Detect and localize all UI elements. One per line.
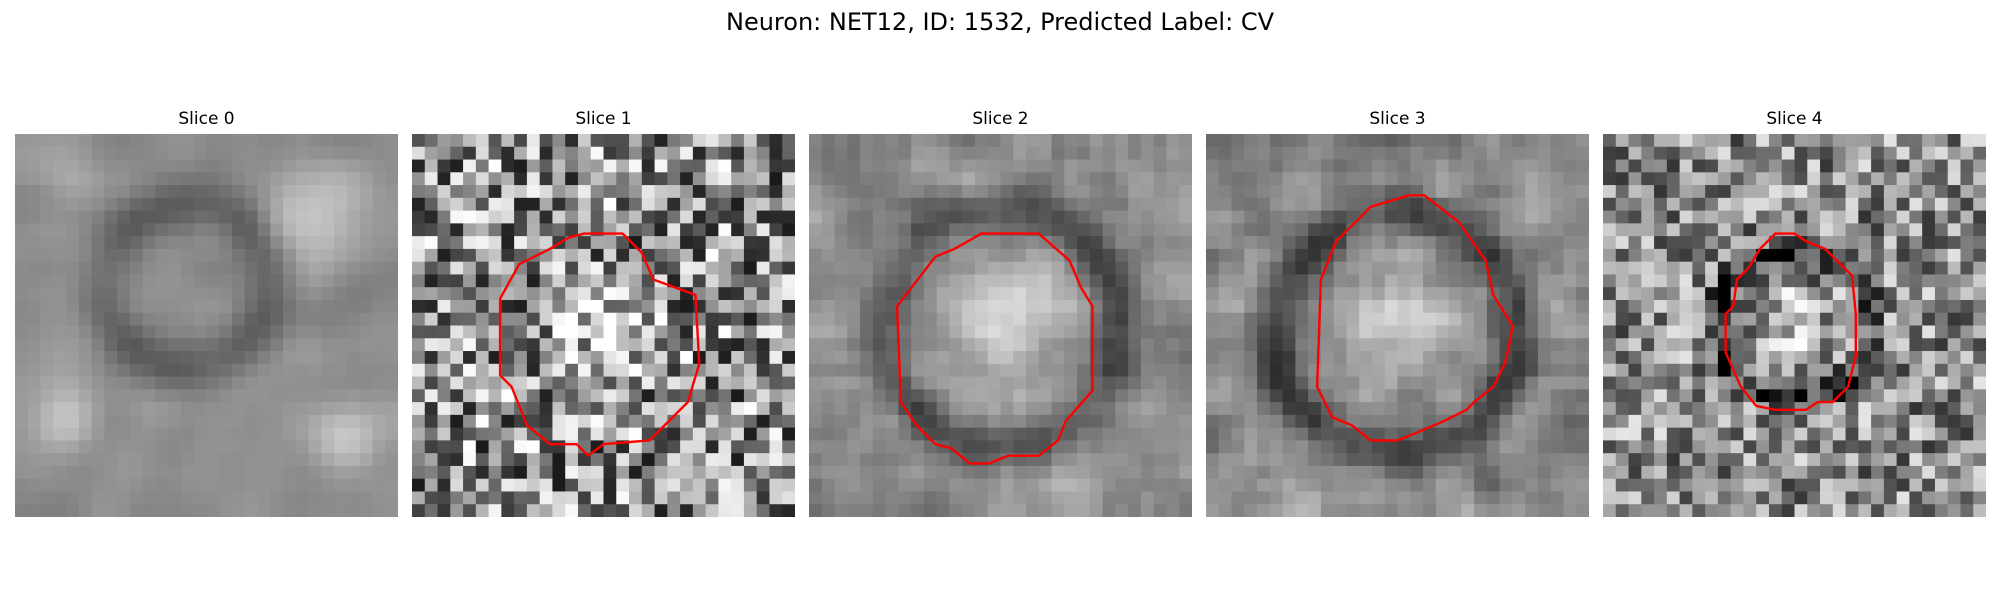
slice-panel-0: Slice 0 bbox=[15, 108, 398, 517]
slice-panel-3: Slice 3 bbox=[1206, 108, 1589, 517]
slice-panel-2: Slice 2 bbox=[809, 108, 1192, 517]
slice-image bbox=[15, 134, 398, 517]
slice-title: Slice 3 bbox=[1369, 109, 1426, 129]
segmentation-outline bbox=[895, 232, 1094, 465]
slice-image bbox=[809, 134, 1192, 517]
segmentation-outline bbox=[498, 232, 701, 457]
slice-panel-4: Slice 4 bbox=[1603, 108, 1986, 517]
slice-image bbox=[1206, 134, 1589, 517]
slice-title: Slice 1 bbox=[575, 109, 632, 129]
segmentation-outline bbox=[1315, 194, 1514, 442]
slice-title: Slice 0 bbox=[178, 109, 235, 129]
slice-title: Slice 2 bbox=[972, 109, 1029, 129]
segmentation-outline bbox=[1724, 232, 1858, 411]
figure-title: Neuron: NET12, ID: 1532, Predicted Label… bbox=[726, 8, 1274, 36]
slice-title: Slice 4 bbox=[1766, 109, 1823, 129]
slice-panel-1: Slice 1 bbox=[412, 108, 795, 517]
slice-image bbox=[412, 134, 795, 517]
slice-image bbox=[1603, 134, 1986, 517]
